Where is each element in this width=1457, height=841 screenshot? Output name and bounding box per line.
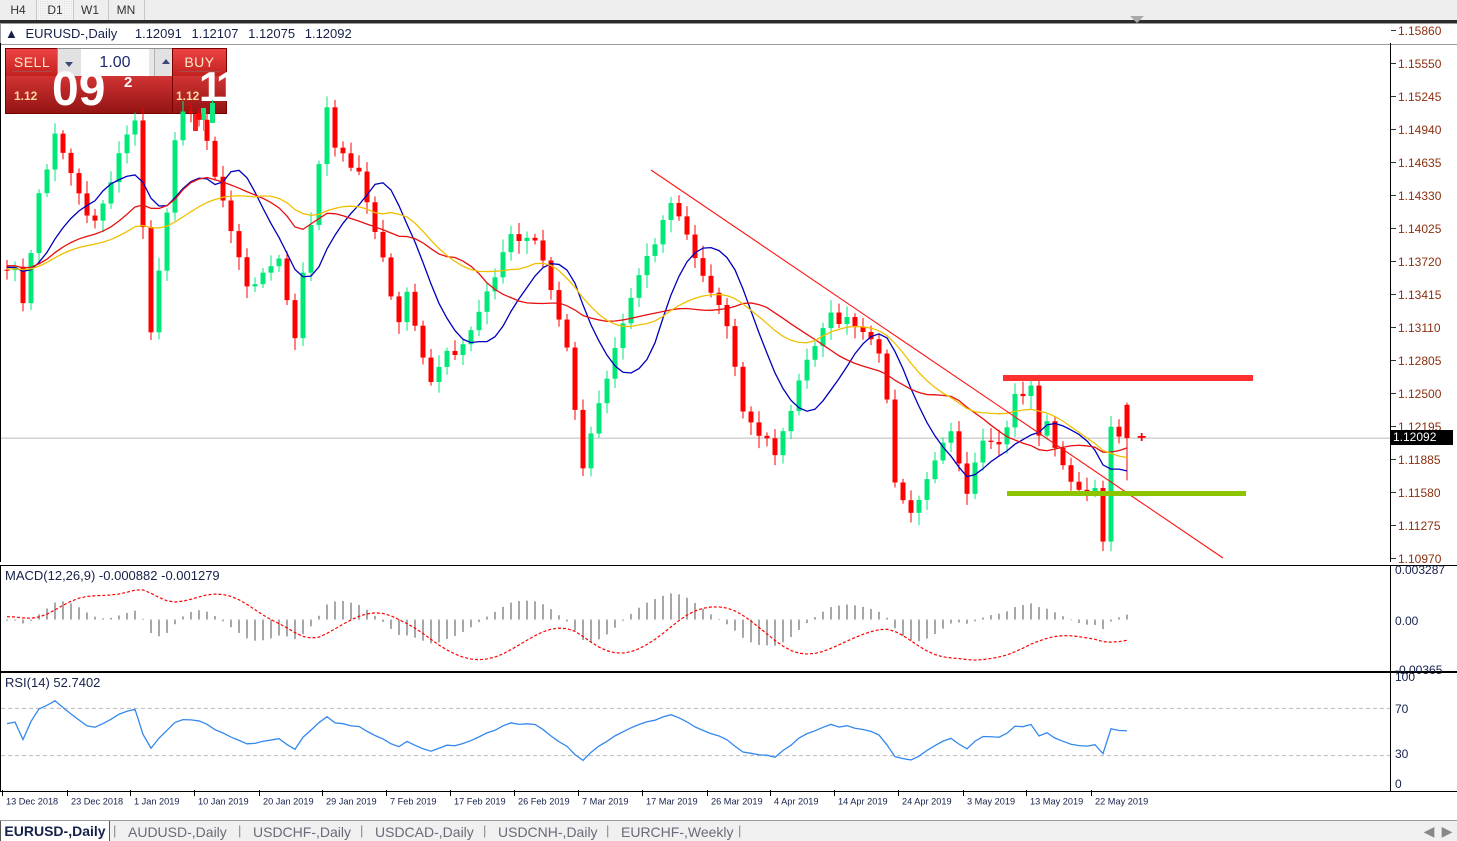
- svg-text:+: +: [1137, 429, 1146, 446]
